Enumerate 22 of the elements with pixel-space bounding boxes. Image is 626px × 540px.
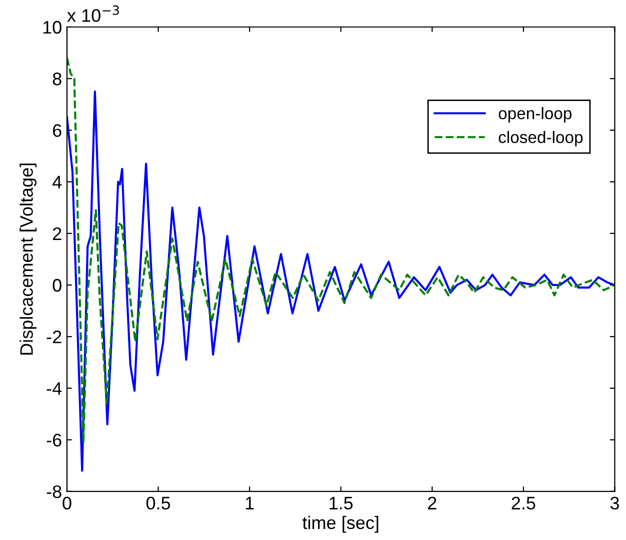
y-tick-label: -2: [46, 330, 62, 344]
y-axis-title: Displcacement [Voltage]: [20, 164, 36, 355]
y-tick-label: 8: [52, 72, 62, 86]
text: x 10$^{−3}$: [67, 5, 119, 22]
x-tick-label: 0.5: [146, 496, 170, 510]
y-tick-label: -4: [46, 382, 62, 395]
x-tick-label: 0: [62, 496, 72, 510]
y-tick-label: 0: [52, 278, 62, 292]
y-tick-label: 4: [52, 176, 62, 188]
x-tick-label: 1: [246, 496, 254, 510]
y-tick-label: -6: [46, 434, 62, 447]
x-tick-label: 3: [610, 496, 619, 510]
legend-label: open-loop: [498, 107, 572, 123]
y-tick-label: 10: [43, 20, 62, 34]
x-tick-label: 1.5: [330, 496, 353, 510]
x-axis-title: time [sec]: [302, 516, 378, 533]
x-tick-label: 2.5: [512, 496, 536, 510]
y-tick-label: 6: [52, 124, 62, 137]
legend-label: closed-loop: [498, 130, 583, 146]
x-tick-label: 2: [428, 496, 436, 510]
y-tick-label: 2: [52, 227, 62, 240]
y-tick-label: -8: [46, 485, 62, 498]
